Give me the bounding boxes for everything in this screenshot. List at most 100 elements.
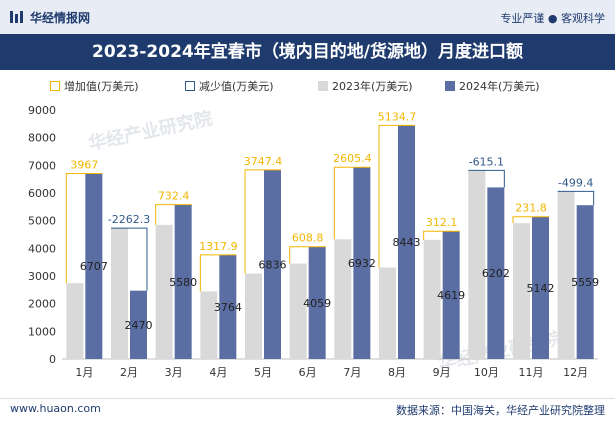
legend-2024-swatch [445, 81, 455, 91]
y-tick-label: 1000 [28, 325, 56, 338]
change-value-label: -2262.3 [108, 213, 150, 226]
bar-2023 [557, 191, 575, 359]
bar-2023 [245, 273, 262, 359]
change-value-label: 231.8 [515, 202, 547, 215]
change-value-label: 608.8 [292, 232, 324, 245]
y-tick-label: 8000 [28, 132, 56, 145]
x-tick-label: 6月 [299, 366, 317, 379]
y-tick-label: 6000 [28, 187, 56, 200]
decrease-bracket [468, 169, 505, 188]
legend-2023-swatch [318, 81, 328, 91]
chart-title: 2023-2024年宜春市（境内目的地/货源地）月度进口额 [92, 42, 523, 62]
change-value-label: 312.1 [426, 216, 458, 229]
x-tick-label: 12月 [563, 366, 588, 379]
x-tick-label: 8月 [388, 366, 406, 379]
value-label-2024: 6836 [259, 258, 287, 271]
header-bar: 华经情报网 专业严谨 ● 客观科学 [0, 0, 615, 34]
y-tick-label: 0 [49, 353, 56, 366]
x-tick-label: 1月 [75, 366, 93, 379]
x-tick-label: 11月 [519, 366, 544, 379]
title-bar [0, 34, 615, 70]
bar-2023 [66, 283, 84, 359]
value-label-2024: 6707 [80, 260, 108, 273]
decrease-bracket [557, 190, 595, 206]
value-label-2024: 8443 [393, 236, 421, 249]
change-value-label: 3967 [70, 158, 98, 171]
bar-2024 [532, 216, 549, 359]
increase-bracket [512, 216, 549, 224]
y-tick-label: 5000 [28, 215, 56, 228]
legend-2023-label: 2023年(万美元) [332, 80, 413, 93]
y-tick-label: 7000 [28, 159, 56, 172]
bar-2024 [442, 231, 460, 359]
footer-url: www.huaon.com [10, 402, 101, 415]
change-value-label: 3747.4 [244, 155, 283, 168]
bar-2023 [200, 291, 218, 359]
footer-divider [0, 398, 615, 399]
value-label-2024: 4059 [303, 297, 331, 310]
decrease-bracket [111, 227, 148, 291]
bar-2023 [379, 267, 396, 359]
value-label-2024: 4619 [437, 289, 465, 302]
x-tick-label: 4月 [209, 366, 227, 379]
x-tick-label: 5月 [254, 366, 272, 379]
change-value-label: 5134.7 [378, 110, 417, 123]
increase-bracket [155, 204, 192, 225]
change-value-label: 1317.9 [199, 240, 238, 253]
x-tick-label: 7月 [343, 366, 361, 379]
legend-2024-label: 2024年(万美元) [459, 80, 540, 93]
legend-increase-swatch [50, 81, 60, 91]
y-tick-label: 2000 [28, 298, 56, 311]
x-tick-label: 9月 [433, 366, 451, 379]
watermark-text: 华经产业研究院 [86, 107, 214, 155]
bar-2024 [487, 187, 505, 359]
bar-2023 [289, 263, 307, 359]
y-tick-label: 4000 [28, 242, 56, 255]
increase-bracket [65, 172, 103, 284]
change-value-label: -499.4 [558, 176, 593, 189]
legend-2023: 2023年(万美元) [318, 78, 413, 94]
legend-decrease-label: 减少值(万美元) [199, 80, 274, 93]
increase-bracket [289, 246, 326, 264]
bar-2024 [85, 173, 103, 359]
increase-bracket [378, 124, 415, 268]
increase-bracket [423, 230, 460, 240]
legend-decrease: 减少值(万美元) [185, 78, 274, 94]
bar-2024 [576, 205, 594, 359]
bar-2024 [219, 254, 237, 359]
bar-2024 [308, 246, 326, 359]
footer-source: 数据来源：中国海关，华经产业研究院整理 [396, 404, 605, 417]
x-tick-label: 2月 [120, 366, 138, 379]
change-value-label: 732.4 [158, 190, 190, 203]
change-value-label: 2605.4 [333, 152, 372, 165]
value-label-2024: 5580 [169, 276, 197, 289]
bar-2024 [398, 125, 415, 359]
x-tick-label: 10月 [474, 366, 499, 379]
value-label-2024: 5142 [527, 282, 555, 295]
bar-chart: 华经产业研究院华经产业研究院01000200030004000500060007… [28, 104, 599, 379]
y-tick-label: 9000 [28, 104, 56, 117]
bar-2024 [174, 204, 192, 359]
legend-2024: 2024年(万美元) [445, 78, 540, 94]
value-label-2024: 2470 [125, 319, 153, 332]
legend-decrease-swatch [185, 81, 195, 91]
legend-increase-label: 增加值(万美元) [64, 80, 139, 93]
brand-logo-icon [10, 11, 23, 23]
legend-increase: 增加值(万美元) [50, 78, 139, 94]
increase-bracket [244, 169, 281, 274]
x-tick-label: 3月 [165, 366, 183, 379]
bar-2023 [155, 224, 173, 359]
y-tick-label: 3000 [28, 270, 56, 283]
bar-2023 [468, 170, 486, 359]
bar-2023 [423, 239, 441, 359]
increase-bracket [333, 166, 371, 240]
bar-2023 [334, 239, 352, 359]
tagline: 专业严谨 ● 客观科学 [500, 12, 605, 25]
bar-2024 [353, 167, 371, 359]
brand-name: 华经情报网 [30, 11, 91, 25]
bar-2023 [111, 228, 128, 359]
value-label-2024: 3764 [214, 301, 242, 314]
value-label-2024: 6932 [348, 257, 376, 270]
bar-2024 [130, 290, 147, 359]
